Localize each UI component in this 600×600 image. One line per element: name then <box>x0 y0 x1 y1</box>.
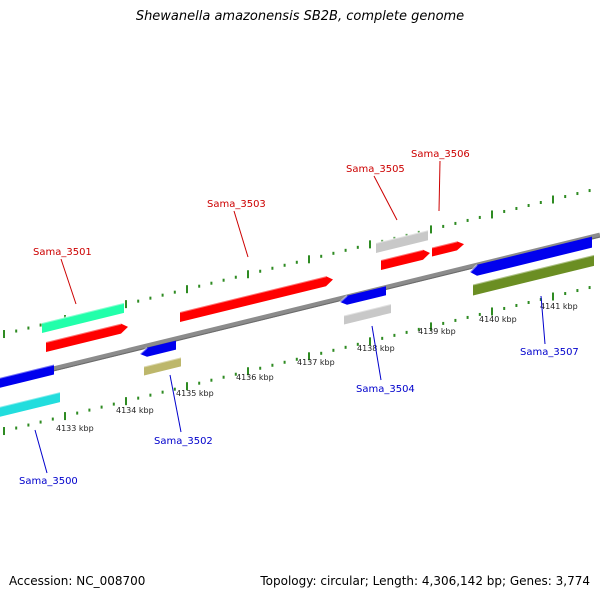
sama-3503-bar <box>180 276 333 322</box>
sama-3504-highlight <box>339 295 348 303</box>
sama-3500-bar <box>0 364 54 388</box>
sama-3500-b-feature[interactable] <box>0 391 61 418</box>
sama-3500-label[interactable]: Sama_3500 <box>19 476 78 487</box>
sama-3501-b-bar <box>46 323 128 352</box>
sama-3501-b-highlight <box>45 322 122 343</box>
sama-3500-b-bar <box>0 392 60 417</box>
sama-3504-leader-line <box>371 325 382 381</box>
gene-labels: Sama_3500 Sama_3501 Sama_3502 Sama_3503 Sama… <box>19 149 579 487</box>
sama-3503-highlight <box>179 275 327 313</box>
sama-3500-b-highlight <box>0 391 61 408</box>
sama-3506-highlight <box>431 240 458 249</box>
sama-3506-bar <box>432 241 464 257</box>
sama-3501-bar <box>42 302 124 333</box>
sama-3504-feature[interactable] <box>339 286 386 305</box>
sama-3505-highlight <box>375 229 429 244</box>
sama-3507-b-bar <box>473 254 594 296</box>
kbp-marker: 4134 kbp <box>116 406 154 415</box>
sama-3502-highlight <box>139 347 148 355</box>
sama-3507-b-feature[interactable] <box>472 253 595 296</box>
sama-3504-b-highlight <box>343 303 392 317</box>
genome-summary: Topology: circular; Length: 4,306,142 bp… <box>260 574 590 588</box>
sama-3500-leader-line <box>34 429 48 474</box>
sama-3507-leader-line <box>540 295 546 345</box>
sama-3507-bar <box>470 236 592 276</box>
sama-3505-leader-line <box>373 175 398 221</box>
sama-3502-bar <box>140 340 176 357</box>
sama-3503-leader-line <box>233 210 249 258</box>
sama-3505-b-feature[interactable] <box>380 248 430 270</box>
sama-3506-feature[interactable] <box>431 240 464 257</box>
sama-3501-leader-line <box>60 258 77 305</box>
sama-3507-label[interactable]: Sama_3507 <box>520 347 579 358</box>
sama-3502-b-feature[interactable] <box>143 356 182 376</box>
sama-3506-leader-line <box>438 160 441 212</box>
kbp-marker: 4140 kbp <box>479 315 517 324</box>
sama-3505-bar <box>376 230 428 253</box>
sama-3504-b-feature[interactable] <box>343 303 392 325</box>
feature-track <box>0 229 595 418</box>
sama-3507-highlight <box>469 264 478 273</box>
sama-3501-b-feature[interactable] <box>45 322 128 352</box>
sama-3501-feature[interactable] <box>41 301 125 333</box>
sama-3503-feature[interactable] <box>179 275 333 322</box>
sama-3505-b-highlight <box>380 248 424 261</box>
sama-3504-b-bar <box>344 303 391 325</box>
sama-3502-label[interactable]: Sama_3502 <box>154 436 213 447</box>
sama-3507-b-highlight <box>472 253 595 286</box>
sama-3501-label[interactable]: Sama_3501 <box>33 247 92 258</box>
sama-3504-label[interactable]: Sama_3504 <box>356 384 415 395</box>
sama-3502-leader-line <box>169 374 182 433</box>
sama-3502-b-highlight <box>143 356 182 368</box>
sama-3505-label[interactable]: Sama_3505 <box>346 164 405 175</box>
accession-text: Accession: NC_008700 <box>9 574 146 588</box>
sama-3500-feature[interactable] <box>0 363 55 389</box>
map-title: Shewanella amazonensis SB2B, complete ge… <box>135 9 465 24</box>
sama-3502-b-bar <box>144 357 181 376</box>
sama-3503-label[interactable]: Sama_3503 <box>207 199 266 210</box>
kbp-marker: 4141 kbp <box>540 302 578 311</box>
sama-3501-highlight <box>41 301 125 324</box>
kbp-scale: 4133 kbp 4134 kbp 4135 kbp 4136 kbp 4137 kbp… <box>56 302 578 433</box>
sama-3506-label[interactable]: Sama_3506 <box>411 149 470 160</box>
sama-3502-feature[interactable] <box>139 340 176 357</box>
kbp-marker: 4139 kbp <box>418 327 456 336</box>
kbp-marker: 4135 kbp <box>176 389 214 398</box>
kbp-marker: 4137 kbp <box>297 358 335 367</box>
sama-3500-highlight <box>0 363 55 379</box>
sama-3507-feature[interactable] <box>469 236 592 276</box>
kbp-marker: 4136 kbp <box>236 373 274 382</box>
sama-3505-feature[interactable] <box>375 229 429 253</box>
sama-3504-bar <box>340 286 386 305</box>
sama-3505-b-bar <box>381 249 430 270</box>
kbp-marker: 4133 kbp <box>56 424 94 433</box>
